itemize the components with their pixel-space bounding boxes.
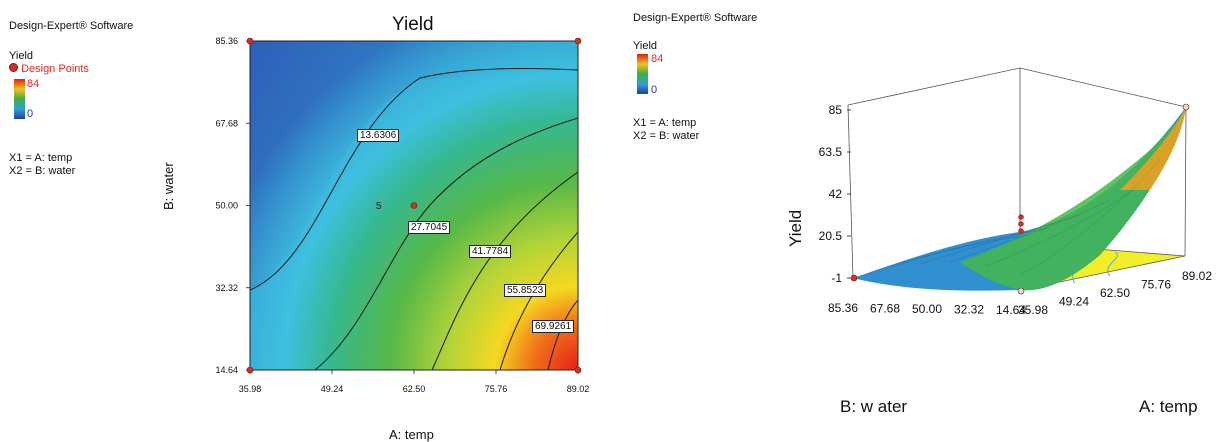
surface-grid [869, 159, 1161, 276]
software-label-right: Design-Expert® Software [633, 12, 758, 24]
contour-line-41 [431, 171, 578, 370]
z-tick-label: 42 [829, 187, 843, 201]
contour-line-55 [499, 231, 578, 370]
z-ticks: -1 20.5 42 63.5 85 [819, 103, 851, 285]
design-point [574, 37, 582, 45]
factor-x2: X2 = B: water [9, 165, 76, 177]
axes-box [847, 67, 1187, 279]
contour-label: 13.6306 [357, 129, 400, 142]
design-point [574, 366, 582, 374]
y-tick-label: 85.36 [215, 36, 238, 46]
z-tick-label: 63.5 [819, 145, 843, 159]
surface-x-tick-label: 75.76 [1141, 278, 1171, 292]
contour-lines [250, 67, 578, 370]
contour-label: 41.7784 [469, 245, 512, 258]
x-ticks: 35.98 49.24 62.50 75.76 89.02 [239, 370, 590, 394]
y-tick-label: 14.64 [215, 365, 238, 375]
surface-chart: -1 20.5 42 63.5 85 35.98 49.24 62.50 75.76 89.02… [819, 67, 1212, 317]
response-label: Yield [9, 50, 34, 62]
surface-x-tick-label: 89.02 [1182, 269, 1212, 283]
legend-min-right: 0 [651, 84, 658, 96]
x-tick-label: 62.50 [403, 384, 426, 394]
contour-label: 55.8523 [504, 284, 547, 297]
contour-label: 27.7045 [408, 221, 451, 234]
surface-y-tick-label: 32.32 [954, 303, 984, 317]
surface-y-label: B: w ater [840, 397, 908, 416]
design-points [246, 37, 582, 374]
surface-y-tick-label: 50.00 [912, 302, 942, 316]
surface-z-label: Yield [786, 209, 805, 247]
z-tick-label: 85 [829, 103, 843, 117]
x-tick-label: 89.02 [567, 384, 590, 394]
surface-y-tick-label: 67.68 [870, 302, 900, 316]
response-label-right: Yield [633, 40, 658, 52]
factor-x1: X1 = A: temp [9, 152, 73, 164]
contour-y-label: B: water [161, 162, 176, 210]
y-tick-label: 32.32 [215, 283, 238, 293]
surface-x-tick-label: 35.98 [1018, 303, 1048, 317]
surface-y-tick-label: 85.36 [828, 301, 858, 315]
legend-max-right: 84 [651, 53, 664, 65]
surface-y-tick-label: 14.64 [996, 303, 1026, 317]
surface-y-ticks: 14.64 32.32 50.00 67.68 85.36 [828, 301, 1026, 317]
design-point-marker-icon [9, 63, 18, 72]
factor-x1-right: X1 = A: temp [633, 117, 697, 129]
surface-x-tick-label: 49.24 [1059, 295, 1089, 309]
contour-x-label: A: temp [389, 427, 434, 442]
surface-x-label: A: temp [1139, 397, 1198, 416]
center-point-count: 5 [376, 201, 382, 212]
design-point [246, 37, 254, 45]
x-tick-label: 75.76 [485, 384, 508, 394]
software-label: Design-Expert® Software [9, 20, 134, 32]
contour-line-27 [314, 117, 578, 370]
contour-line-13 [250, 67, 578, 291]
design-point [246, 366, 254, 374]
contour-title: Yield [392, 14, 434, 35]
x-tick-label: 49.24 [321, 384, 344, 394]
y-tick-label: 50.00 [215, 201, 238, 211]
design-point [410, 202, 418, 209]
legend-min: 0 [27, 108, 34, 120]
x-tick-label: 35.98 [239, 384, 262, 394]
z-tick-label: -1 [831, 271, 842, 285]
legend-max: 84 [27, 78, 40, 90]
surface-x-tick-label: 62.50 [1100, 286, 1130, 300]
y-ticks: 14.64 32.32 50.00 67.68 85.36 [215, 36, 250, 375]
design-points-label: Design Points [21, 63, 89, 75]
contour-label: 69.9261 [532, 320, 575, 333]
factor-x2-right: X2 = B: water [633, 130, 700, 142]
legend-colorbar-right [637, 54, 648, 94]
design-points-legend: Design Points [9, 63, 89, 76]
legend-colorbar [14, 79, 25, 119]
surface-x-ticks: 35.98 49.24 62.50 75.76 89.02 [1018, 269, 1212, 317]
y-tick-label: 67.68 [215, 118, 238, 128]
z-tick-label: 20.5 [819, 229, 843, 243]
